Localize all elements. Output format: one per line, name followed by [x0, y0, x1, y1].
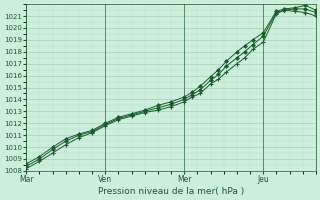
X-axis label: Pression niveau de la mer( hPa ): Pression niveau de la mer( hPa ): [98, 187, 244, 196]
